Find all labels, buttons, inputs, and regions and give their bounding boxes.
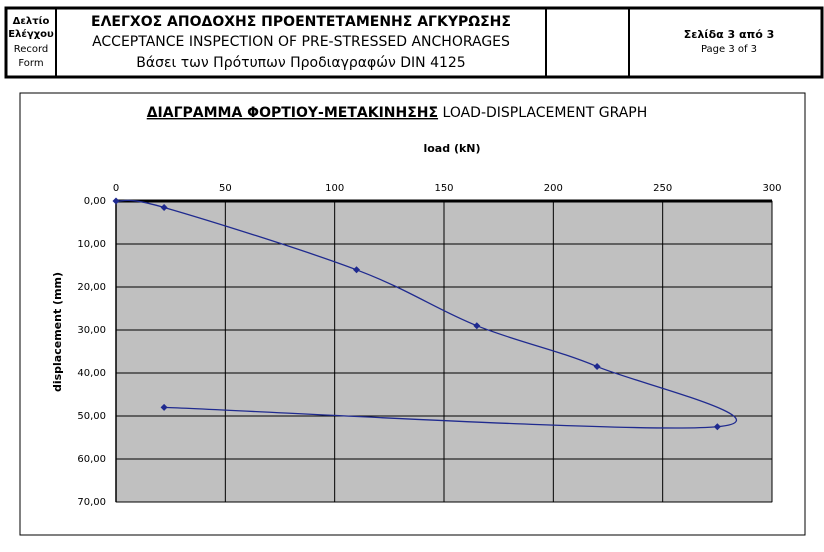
data-point [353,266,361,274]
x-tick-label: 150 [434,183,453,194]
x-tick-label: 100 [325,183,344,194]
y-axis-label: displacement (mm) [51,272,64,392]
x-tick-label: 250 [653,183,672,194]
y-tick-label: 30,00 [77,325,106,336]
y-tick-label: 60,00 [77,454,106,465]
data-line [115,199,738,429]
x-tick-label: 300 [762,183,781,194]
chart-frame [19,92,806,536]
header-box [4,6,824,79]
x-tick-label: 200 [544,183,563,194]
x-axis-label: load (kN) [423,142,480,155]
x-tick-label: 50 [219,183,232,194]
y-tick-label: 10,00 [77,239,106,250]
data-point [160,203,168,211]
data-point [112,197,120,205]
header-title: Βάσει των Πρότυπων Προδιαγραφών DIN 4125 [136,55,465,71]
form-label: Record [14,44,49,55]
y-tick-label: 20,00 [77,282,106,293]
header-title: ΕΛΕΓΧΟΣ ΑΠΟΔΟΧΗΣ ΠΡΟΕΝΤΕΤΑΜΕΝΗΣ ΑΓΚΥΡΩΣΗ… [91,14,511,30]
form-label: Δελτίο [13,15,50,27]
data-point [160,403,168,411]
chart-title: ΔΙΑΓΡΑΜΜΑ ΦΟΡΤΙΟΥ-ΜΕΤΑΚΙΝΗΣΗΣ LOAD-DISPL… [147,105,648,121]
page-number: Σελίδα 3 από 3 [684,28,775,41]
form-label: Form [18,58,43,69]
form-label: Ελέγχου [8,28,54,40]
y-tick-label: 70,00 [77,497,106,508]
header-title: ACCEPTANCE INSPECTION OF PRE-STRESSED AN… [92,34,510,50]
data-point [713,423,721,431]
x-tick-label: 0 [113,183,119,194]
y-tick-label: 40,00 [77,368,106,379]
data-point [473,322,481,330]
y-tick-label: 0,00 [84,196,106,207]
chart-title-greek: ΔΙΑΓΡΑΜΜΑ ΦΟΡΤΙΟΥ-ΜΕΤΑΚΙΝΗΣΗΣ [147,105,438,121]
data-point [593,363,601,371]
page-number: Page 3 of 3 [701,44,757,55]
chart-subtitle: LOAD-DISPLACEMENT GRAPH [443,105,648,121]
y-tick-label: 50,00 [77,411,106,422]
